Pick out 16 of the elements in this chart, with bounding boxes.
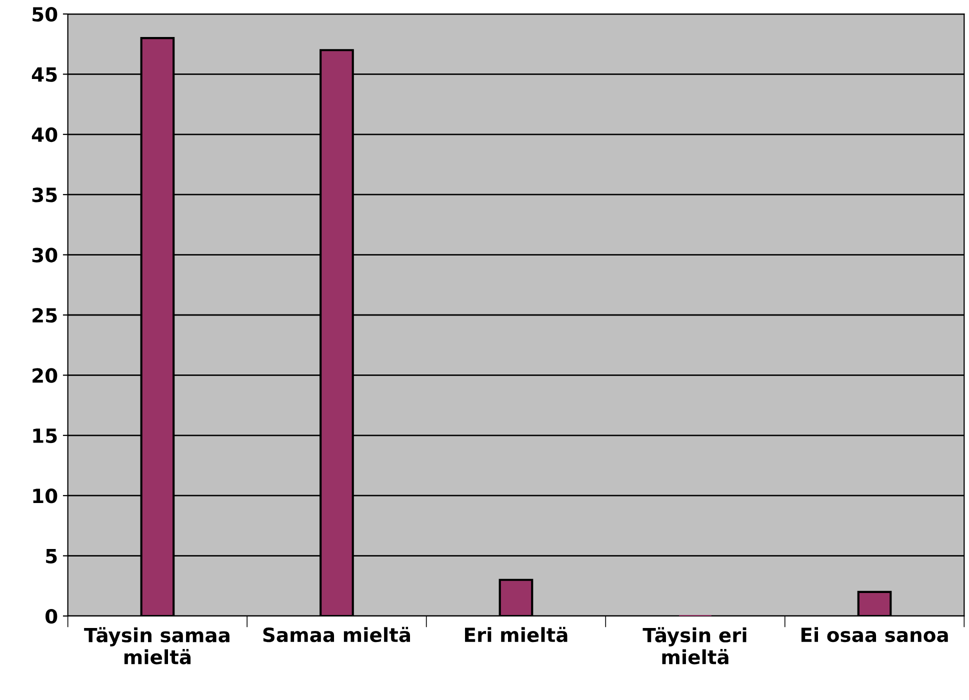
y-tick-label: 35 [32, 188, 57, 202]
y-tick-label: 20 [32, 368, 58, 383]
y-tick-label: 15 [33, 428, 57, 444]
x-tick-label: Samaa mieltä [263, 626, 410, 642]
y-tick-label: 50 [32, 6, 58, 22]
y-tick-label: 45 [32, 67, 57, 82]
x-tick-label: Ei osaa sanoa [801, 627, 948, 642]
y-tick-label: 10 [33, 488, 58, 504]
y-tick-label: 25 [32, 308, 57, 323]
y-tick-label: 5 [46, 549, 57, 564]
y-tick-label: 0 [46, 608, 58, 624]
x-tick-label: Eri mieltä [465, 626, 568, 642]
x-tick-label: Täysin eri mieltä [642, 627, 746, 664]
x-tick-label: Täysin samaa mieltä [84, 627, 230, 664]
y-tick-label: 30 [32, 248, 58, 262]
y-tick-label: 40 [32, 127, 58, 142]
